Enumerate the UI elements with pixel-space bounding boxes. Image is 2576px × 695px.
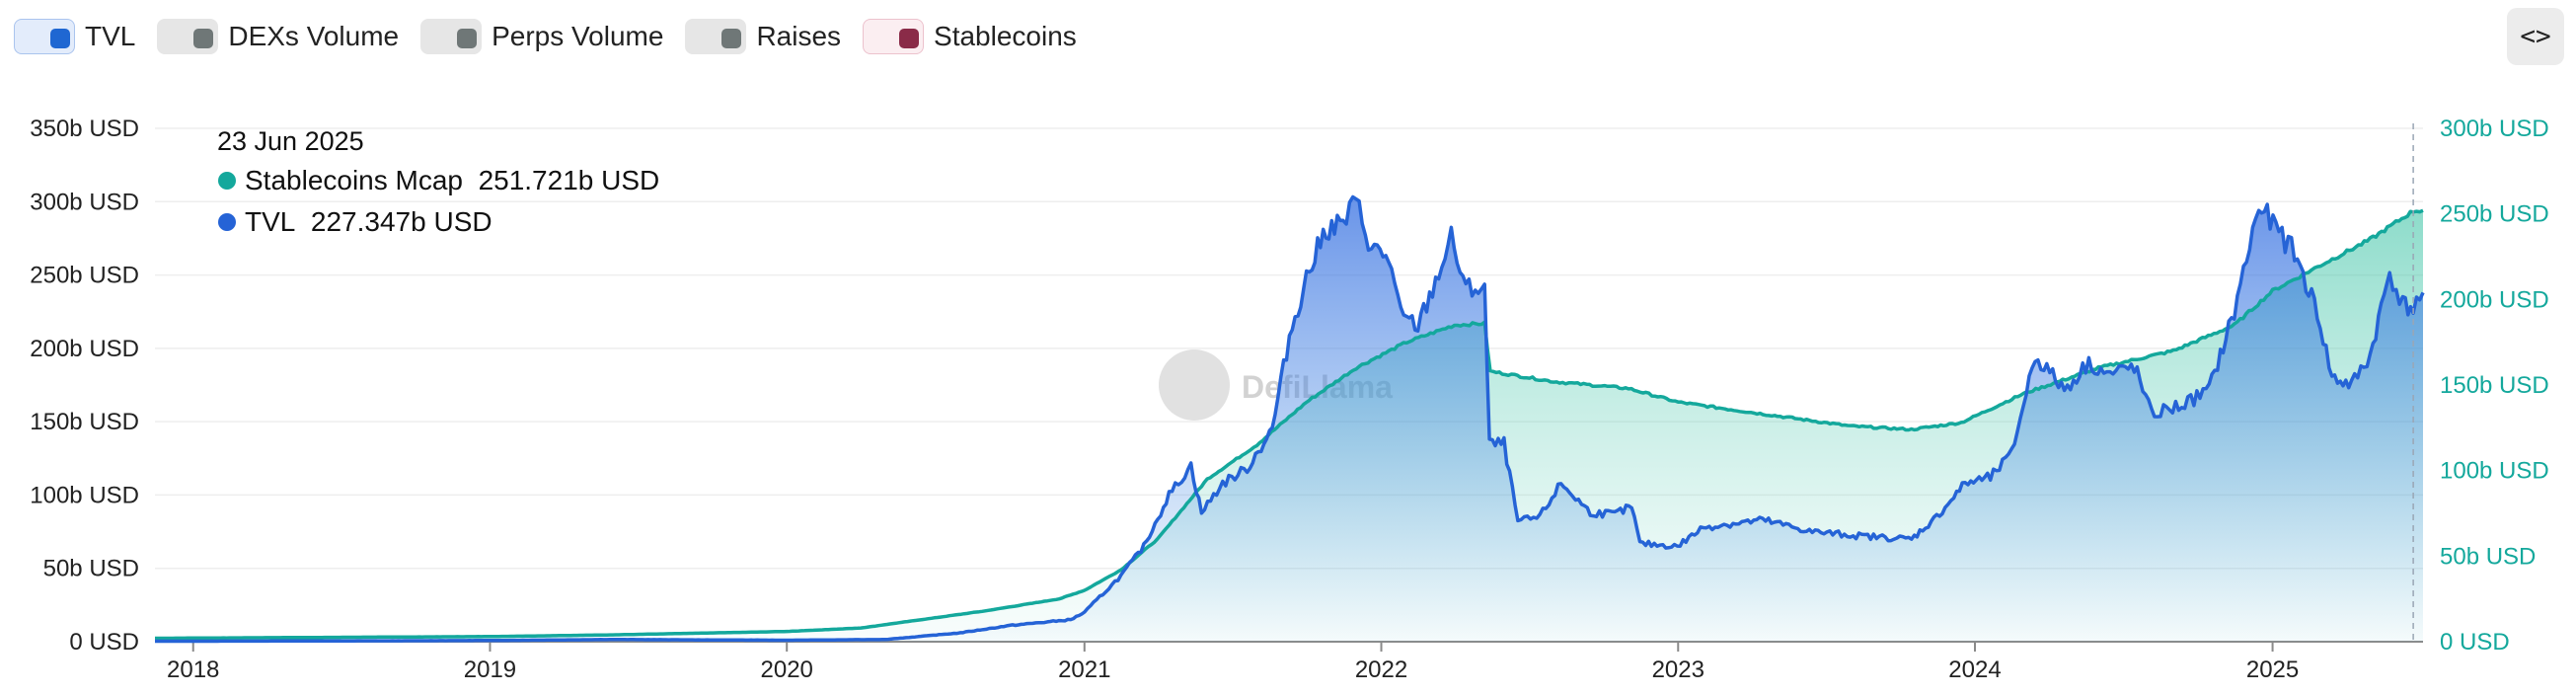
tvl-area bbox=[155, 196, 2423, 642]
left-tick-label: 250b USD bbox=[30, 263, 139, 289]
x-tick-label: 2024 bbox=[1948, 656, 2001, 683]
toggle-color-swatch bbox=[899, 29, 920, 48]
tooltip-row: TVL 227.347b USD bbox=[245, 206, 492, 237]
x-tick-label: 2022 bbox=[1355, 656, 1407, 683]
toggle-label: Perps Volume bbox=[492, 21, 664, 51]
right-tick-label: 250b USD bbox=[2440, 201, 2549, 228]
toggle-dexs-volume[interactable]: DEXs Volume bbox=[157, 19, 399, 54]
x-tick-label: 2020 bbox=[761, 656, 813, 683]
series-layer bbox=[155, 194, 2425, 644]
x-tick-label: 2023 bbox=[1652, 656, 1705, 683]
right-tick-label: 150b USD bbox=[2440, 372, 2549, 399]
toggle-label: TVL bbox=[85, 21, 136, 51]
toggle-color-swatch bbox=[721, 29, 742, 48]
x-tick-label: 2021 bbox=[1058, 656, 1110, 683]
stablecoins-line bbox=[155, 208, 2424, 641]
code-brackets-icon: <> bbox=[2520, 22, 2551, 51]
toggle-switch[interactable] bbox=[685, 19, 747, 54]
toggle-switch[interactable] bbox=[863, 19, 925, 54]
right-tick-label: 100b USD bbox=[2440, 458, 2549, 485]
tooltip-date: 23 Jun 2025 bbox=[217, 126, 364, 156]
x-axis: 2018 2019 2020 2021 2022 2023 2024 2025 bbox=[167, 642, 2299, 683]
toggle-color-swatch bbox=[193, 29, 214, 48]
toggle-switch[interactable] bbox=[157, 19, 219, 54]
toggle-label: DEXs Volume bbox=[228, 21, 400, 51]
toggle-label: Stablecoins bbox=[934, 21, 1077, 51]
left-tick-label: 200b USD bbox=[30, 336, 139, 362]
left-tick-label: 300b USD bbox=[30, 189, 139, 215]
left-tick-label: 150b USD bbox=[30, 409, 139, 435]
toggle-raises[interactable]: Raises bbox=[685, 19, 841, 54]
tvl-line bbox=[155, 194, 2425, 644]
right-tick-label: 50b USD bbox=[2440, 543, 2536, 570]
chart-toggle-bar: TVL DEXs Volume Perps Volume Raises Stableco… bbox=[14, 16, 1099, 57]
right-tick-label: 300b USD bbox=[2440, 116, 2549, 142]
tooltip-row: Stablecoins Mcap 251.721b USD bbox=[245, 165, 659, 195]
embed-code-button[interactable]: <> bbox=[2507, 8, 2564, 65]
x-tick-label: 2019 bbox=[464, 656, 516, 683]
llama-logo-icon bbox=[1159, 349, 1230, 421]
toggle-tvl[interactable]: TVL bbox=[14, 19, 135, 54]
left-tick-label: 0 USD bbox=[69, 629, 139, 656]
right-y-axis: 0 USD 50b USD 100b USD 150b USD 200b USD 250b… bbox=[2440, 116, 2549, 656]
tooltip: 23 Jun 2025 Stablecoins Mcap 251.721b USD… bbox=[217, 126, 659, 237]
toggle-color-swatch bbox=[50, 29, 70, 48]
toggle-stablecoins[interactable]: Stablecoins bbox=[863, 19, 1077, 54]
tooltip-series-dot bbox=[218, 172, 236, 190]
left-tick-label: 350b USD bbox=[30, 116, 139, 142]
toggle-switch[interactable] bbox=[420, 19, 483, 54]
right-tick-label: 200b USD bbox=[2440, 286, 2549, 313]
toggle-color-swatch bbox=[457, 29, 478, 48]
x-tick-label: 2018 bbox=[167, 656, 219, 683]
toggle-perps-volume[interactable]: Perps Volume bbox=[420, 19, 663, 54]
left-tick-label: 50b USD bbox=[43, 556, 139, 582]
left-tick-label: 100b USD bbox=[30, 482, 139, 508]
right-tick-label: 0 USD bbox=[2440, 629, 2510, 656]
toggle-label: Raises bbox=[756, 21, 842, 51]
toggle-switch[interactable] bbox=[14, 19, 75, 54]
x-tick-label: 2025 bbox=[2246, 656, 2299, 683]
left-y-axis: 0 USD 50b USD 100b USD 150b USD 200b USD 250b… bbox=[30, 116, 139, 656]
tooltip-series-dot bbox=[218, 213, 236, 231]
